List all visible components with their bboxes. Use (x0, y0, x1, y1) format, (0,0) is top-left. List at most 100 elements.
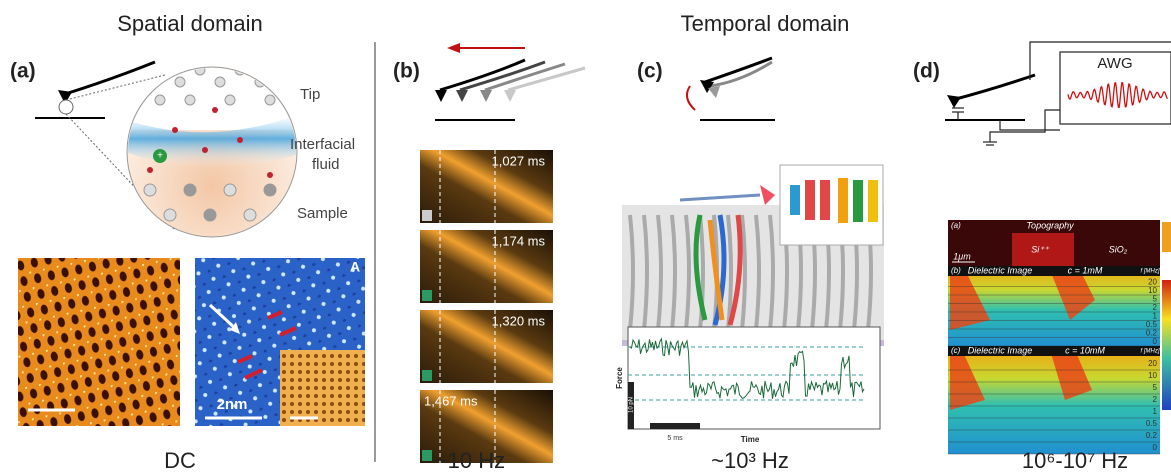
frame-time: 1,467 ms (424, 393, 478, 408)
frequency-tick: 1 (1153, 407, 1158, 416)
body: Spatial domain Temporal domain (a) + Tip… (0, 0, 1171, 473)
decoration (59, 100, 73, 114)
frequency-label: ~10 Hz (435, 448, 505, 473)
frequency-tick: 5 (1153, 383, 1158, 392)
frequency-label: 10⁶-10⁷ Hz (1022, 448, 1128, 473)
decoration (687, 86, 695, 110)
concentration: c = 10mM (1065, 345, 1105, 355)
decoration (265, 95, 275, 105)
decoration (225, 95, 235, 105)
figure: Spatial domain Temporal domain (a) + Tip… (0, 0, 1171, 473)
frequency-label: DC (164, 448, 196, 473)
decoration (244, 209, 256, 221)
frame-time: 1,320 ms (492, 313, 546, 328)
frame-marker (422, 370, 432, 381)
scale-label: 10 pN (629, 397, 635, 413)
frequency-tick: 0.2 (1146, 431, 1158, 440)
scale-label: 1μm (953, 251, 971, 261)
image-label: (c) (951, 346, 961, 355)
frame-time: 1,027 ms (492, 153, 546, 168)
decoration (790, 185, 800, 215)
frequency-tick: 0 (1153, 443, 1158, 452)
decoration (204, 209, 216, 221)
decoration (447, 43, 460, 53)
image-title: Topography (1026, 220, 1074, 230)
image-title: Dielectric Image (968, 265, 1033, 275)
generator-label: AWG (1097, 55, 1132, 72)
section-title: Temporal domain (681, 11, 850, 36)
frequency-tick: 10 (1148, 371, 1157, 380)
decoration (853, 180, 863, 222)
panel-label: (a) (10, 60, 36, 83)
frequency-tick: 0.5 (1146, 419, 1158, 428)
unit-label: f [MHz] (1141, 349, 1160, 355)
inset-letter: A (350, 259, 360, 275)
decoration (708, 86, 720, 98)
frequency-tick: 2 (1153, 395, 1158, 404)
frequency-tick: 20 (1148, 359, 1157, 368)
decoration (650, 423, 700, 429)
decoration (504, 90, 516, 102)
concentration: c = 1mM (1068, 265, 1103, 275)
group (440, 60, 585, 90)
decoration (202, 147, 208, 153)
frame-marker (422, 210, 432, 221)
decoration (144, 184, 156, 196)
decoration (172, 127, 178, 133)
decoration (267, 172, 273, 178)
section-title: Spatial domain (117, 11, 263, 36)
panel-label: (d) (913, 60, 940, 83)
decoration (680, 195, 760, 200)
image-label: (b) (951, 266, 961, 275)
decoration (1000, 120, 1060, 130)
axis-title: Time (741, 435, 760, 444)
decoration (280, 350, 365, 426)
decoration (264, 184, 276, 196)
decoration (868, 180, 878, 222)
scale-label: 5 ms (667, 435, 683, 442)
panel-label: (b) (393, 60, 420, 83)
decoration (760, 185, 775, 205)
decoration (1162, 222, 1171, 252)
decoration (175, 77, 185, 87)
material: Si⁺⁺ (1031, 244, 1050, 254)
decoration (147, 167, 153, 173)
decoration (838, 178, 848, 223)
frame-marker (422, 450, 432, 461)
decoration (184, 184, 196, 196)
decoration (224, 184, 236, 196)
annotation: Tip (300, 86, 320, 103)
annotation: fluid (312, 156, 340, 173)
scale-label: 2nm (217, 396, 248, 413)
annotation: Interfacial (290, 136, 355, 153)
decoration (1068, 83, 1167, 108)
image (18, 258, 180, 426)
unit-label: f [MHz] (1141, 269, 1160, 275)
decoration (952, 75, 1035, 100)
decoration (212, 107, 218, 113)
decoration (164, 209, 176, 221)
decoration (480, 90, 492, 102)
panel-label: (c) (637, 60, 663, 83)
decoration (435, 90, 447, 102)
frequency-tick: 0 (1153, 337, 1158, 346)
decoration (237, 137, 243, 143)
decoration (820, 180, 830, 220)
decoration (155, 95, 165, 105)
frequency-label: ~10³ Hz (711, 448, 789, 473)
axis-title: Force (615, 367, 624, 389)
decoration (947, 95, 961, 108)
frame-time: 1,174 ms (492, 233, 546, 248)
decoration (62, 62, 155, 95)
decoration (1162, 280, 1171, 410)
material: SiO₂ (1109, 244, 1128, 254)
annotation: Sample (297, 205, 348, 222)
image-title: Dielectric Image (968, 345, 1033, 355)
page: Spatial and temporal domain figure {"hea… (0, 0, 1171, 473)
group: 1,027 ms 1,174 ms 1,320 ms 1,467 ms (420, 150, 553, 463)
decoration (215, 77, 225, 87)
decoration: + (157, 151, 163, 162)
decoration (185, 95, 195, 105)
image-label: (a) (951, 221, 961, 230)
decoration (195, 65, 205, 75)
